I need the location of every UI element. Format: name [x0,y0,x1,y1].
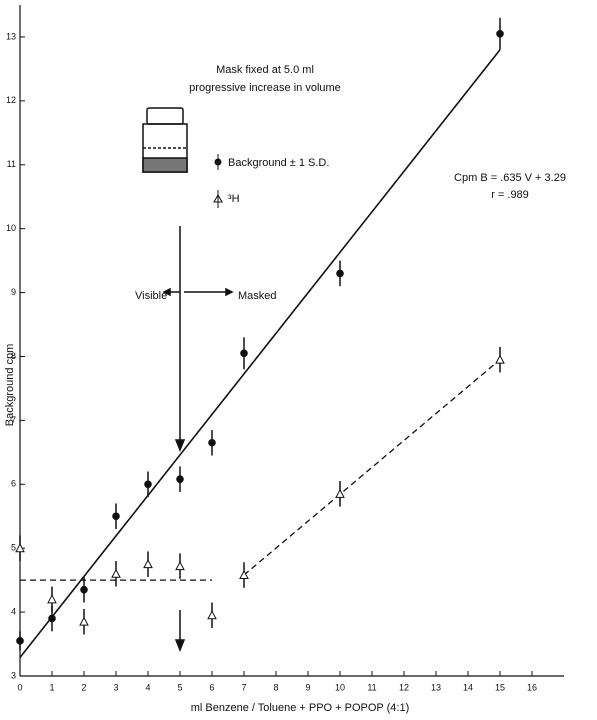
x-tick-label: 10 [335,682,345,692]
x-tick-label: 16 [527,682,537,692]
fit-line [19,49,501,658]
x-tick-label: 7 [241,682,246,692]
data-point [336,269,344,278]
x-tick-label: 14 [463,682,473,692]
x-tick-label: 9 [305,682,310,692]
data-point [144,480,152,489]
y-tick-label: 4 [11,606,16,616]
x-tick-label: 3 [113,682,118,692]
x-tick-label: 1 [49,682,54,692]
y-tick-label: 9 [11,287,16,297]
data-point [335,488,345,498]
annotation: Visible [135,290,167,302]
vial-icon [142,107,188,173]
y-tick-label: 7 [11,415,16,425]
y-tick-label: 13 [6,31,16,41]
data-point [208,438,216,447]
x-tick-label: 4 [145,682,150,692]
data-point [15,543,25,553]
x-tick-label: 11 [367,682,376,692]
data-point [48,614,56,623]
y-tick-label: 11 [7,159,16,169]
annotation: Mask fixed at 5.0 ml [216,64,314,76]
data-point [80,585,88,594]
annotation: r = .989 [491,189,529,201]
y-tick-label: 6 [11,479,16,489]
x-tick-label: 6 [209,682,214,692]
data-point [79,616,89,626]
y-tick-label: 12 [6,95,16,105]
annotation: Cpm B = .635 V + 3.29 [454,172,566,184]
x-tick-label: 0 [17,682,22,692]
y-tick-label: 10 [6,223,16,233]
x-tick-label: 12 [399,682,409,692]
annotation: progressive increase in volume [189,82,341,94]
data-point [495,354,505,364]
data-point [143,559,153,569]
x-tick-label: 8 [273,682,278,692]
x-tick-label: 5 [177,682,182,692]
legend-label: ³H [228,193,240,205]
y-tick-label: 8 [11,351,16,361]
x-tick-label: 15 [495,682,505,692]
arrows [162,226,234,653]
data-point [239,569,249,580]
fit-line [243,359,501,576]
data-point [111,568,121,578]
data-point [496,29,504,38]
legend-label: Background ± 1 S.D. [228,157,329,169]
data-point [16,637,24,645]
x-tick-label: 2 [81,682,86,692]
data-point [176,475,184,483]
annotation: Masked [238,290,277,302]
y-axis-label: Background cpm [4,344,16,427]
y-tick-label: 3 [11,670,16,680]
data-point [240,349,248,358]
data-point [47,594,57,604]
data-point [175,561,185,571]
x-tick-label: 13 [431,682,441,692]
x-axis-label: ml Benzene / Toluene + PPO + POPOP (4:1) [191,702,410,714]
data-point [207,610,217,620]
y-tick-label: 5 [11,543,16,553]
data-point [112,512,120,521]
